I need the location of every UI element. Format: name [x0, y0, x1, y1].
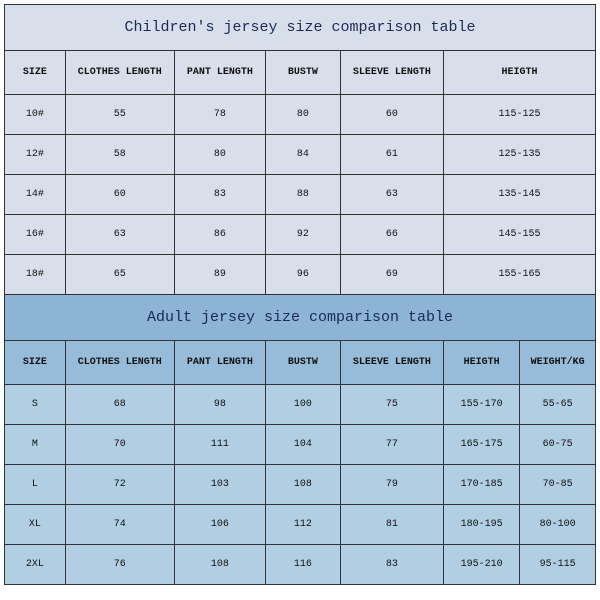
table-row: XL 74 106 112 81 180-195 80-100 — [5, 505, 596, 545]
table-row: 10# 55 78 80 60 115-125 — [5, 95, 596, 135]
children-size-table: Children's jersey size comparison table … — [4, 4, 596, 295]
children-header-row: SIZE CLOTHES LENGTH PANT LENGTH BUSTW SL… — [5, 51, 596, 95]
col-clothes-length: CLOTHES LENGTH — [65, 51, 174, 95]
col-pant-length: PANT LENGTH — [174, 51, 266, 95]
col-sleeve-length: SLEEVE LENGTH — [340, 51, 443, 95]
table-row: 14# 60 83 88 63 135-145 — [5, 175, 596, 215]
table-row: 16# 63 86 92 66 145-155 — [5, 215, 596, 255]
col-height: HEIGTH — [444, 51, 596, 95]
adult-title: Adult jersey size comparison table — [5, 295, 596, 341]
col-pant-length: PANT LENGTH — [174, 341, 266, 385]
col-clothes-length: CLOTHES LENGTH — [65, 341, 174, 385]
table-row: L 72 103 108 79 170-185 70-85 — [5, 465, 596, 505]
col-size: SIZE — [5, 341, 66, 385]
col-sleeve-length: SLEEVE LENGTH — [340, 341, 443, 385]
adult-title-row: Adult jersey size comparison table — [5, 295, 596, 341]
children-title: Children's jersey size comparison table — [5, 5, 596, 51]
col-bust: BUSTW — [266, 341, 340, 385]
col-bust: BUSTW — [266, 51, 340, 95]
children-title-row: Children's jersey size comparison table — [5, 5, 596, 51]
table-row: 12# 58 80 84 61 125-135 — [5, 135, 596, 175]
col-height: HEIGTH — [444, 341, 520, 385]
table-row: S 68 98 100 75 155-170 55-65 — [5, 385, 596, 425]
adult-header-row: SIZE CLOTHES LENGTH PANT LENGTH BUSTW SL… — [5, 341, 596, 385]
table-row: M 70 111 104 77 165-175 60-75 — [5, 425, 596, 465]
table-row: 2XL 76 108 116 83 195-210 95-115 — [5, 545, 596, 585]
adult-size-table: Adult jersey size comparison table SIZE … — [4, 294, 596, 585]
table-row: 18# 65 89 96 69 155-165 — [5, 255, 596, 295]
col-size: SIZE — [5, 51, 66, 95]
col-weight: WEIGHT/KG — [520, 341, 596, 385]
